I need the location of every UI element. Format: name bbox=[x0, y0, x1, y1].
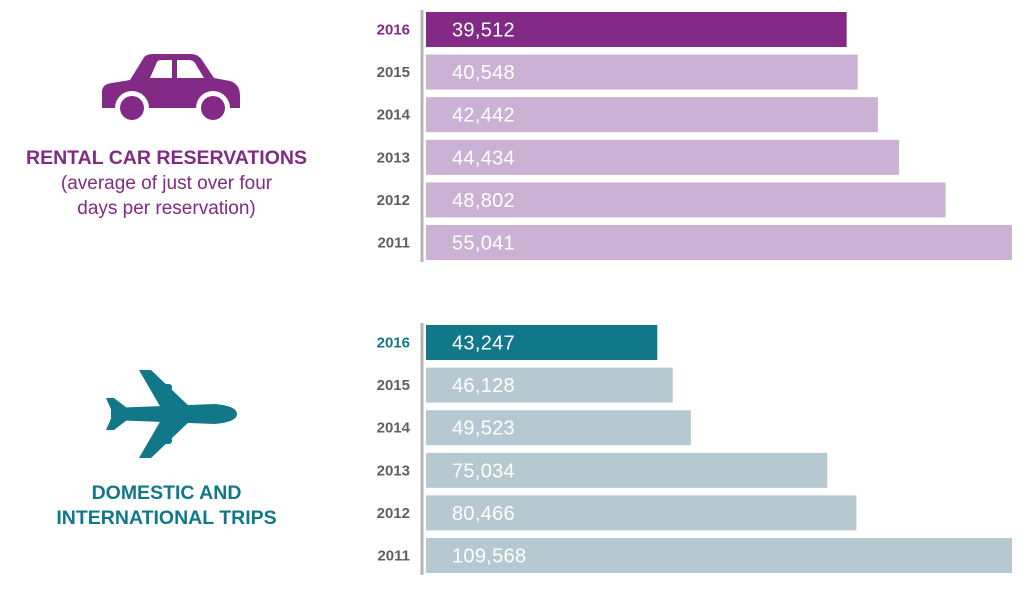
rental-bar-2015 bbox=[426, 54, 858, 90]
rental-bar-2014 bbox=[426, 97, 878, 133]
trips-bar-2016 bbox=[426, 325, 658, 360]
rental-bar-2016 bbox=[426, 12, 847, 47]
trips-title-line1: DOMESTIC AND bbox=[91, 482, 242, 504]
rental-year-label-2013: 2013 bbox=[377, 149, 410, 166]
rental-value-label-2015: 40,548 bbox=[452, 62, 515, 84]
rental-subtitle-line1: (average of just over four bbox=[60, 173, 273, 194]
rental-year-label-2011: 2011 bbox=[377, 235, 410, 252]
rental-value-label-2013: 44,434 bbox=[452, 147, 515, 169]
trips-year-label-2012: 2012 bbox=[377, 505, 410, 522]
trips-value-label-2011: 109,568 bbox=[452, 546, 526, 568]
trips-value-label-2014: 49,523 bbox=[452, 418, 515, 440]
trips-year-label-2011: 2011 bbox=[377, 548, 410, 565]
rental-value-label-2014: 42,442 bbox=[452, 105, 515, 127]
trips-title-line2: INTERNATIONAL TRIPS bbox=[56, 507, 277, 529]
rental-year-label-2015: 2015 bbox=[377, 64, 410, 81]
rental-bar-2011 bbox=[426, 225, 1012, 260]
rental-bar-2012 bbox=[426, 182, 946, 218]
trips-bar-2013 bbox=[426, 452, 828, 488]
rental-bar-2013 bbox=[426, 139, 900, 175]
rental-value-label-2011: 55,041 bbox=[452, 233, 515, 255]
trips-year-label-2016: 2016 bbox=[377, 335, 410, 352]
rental-year-label-2012: 2012 bbox=[377, 192, 410, 209]
car-window-rear bbox=[177, 60, 204, 78]
trips-year-label-2014: 2014 bbox=[377, 420, 411, 437]
trips-year-label-2013: 2013 bbox=[377, 462, 410, 479]
trips-value-label-2013: 75,034 bbox=[452, 460, 515, 482]
rental-year-label-2014: 2014 bbox=[377, 107, 411, 124]
plane-fuselage bbox=[111, 404, 237, 424]
rental-value-label-2016: 39,512 bbox=[452, 20, 515, 42]
trips-value-label-2012: 80,466 bbox=[452, 503, 515, 525]
rental-year-label-2016: 2016 bbox=[377, 22, 410, 39]
trips-bar-2012 bbox=[426, 495, 857, 531]
car-icon bbox=[102, 54, 240, 125]
trips-bar-2015 bbox=[426, 367, 673, 403]
rental-subtitle-line2: days per reservation) bbox=[77, 198, 256, 219]
trips-year-label-2015: 2015 bbox=[377, 377, 410, 394]
trips-value-label-2015: 46,128 bbox=[452, 375, 515, 397]
airplane-icon bbox=[106, 370, 237, 458]
trips-bar-2014 bbox=[426, 410, 691, 446]
car-window-front bbox=[150, 60, 172, 78]
rental-title: RENTAL CAR RESERVATIONS bbox=[26, 147, 307, 169]
rental-value-label-2012: 48,802 bbox=[452, 190, 515, 212]
trips-bar-2011 bbox=[426, 538, 1012, 573]
trips-value-label-2016: 43,247 bbox=[452, 333, 515, 355]
